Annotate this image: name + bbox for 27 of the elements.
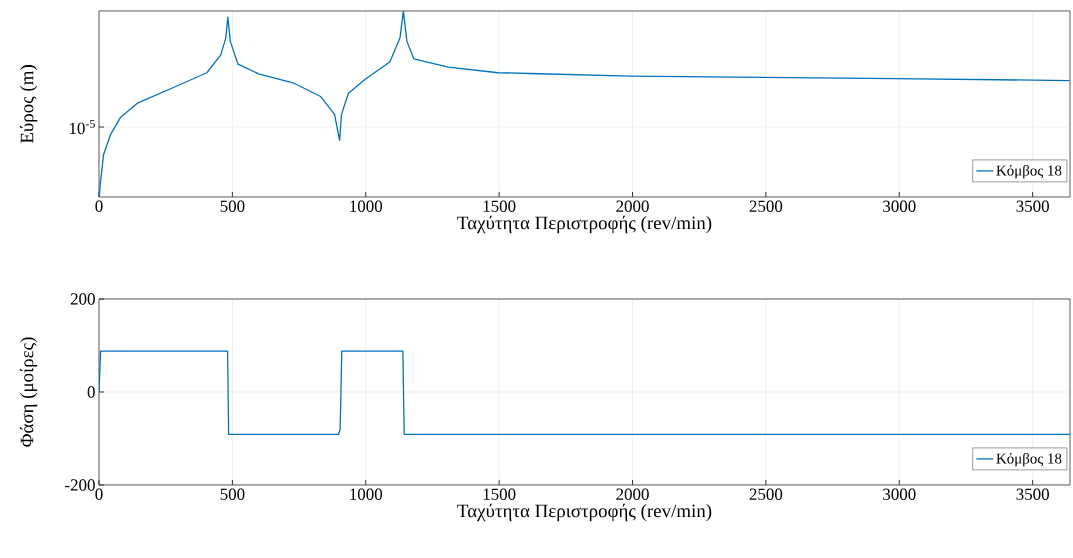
x-tick-label: 500 bbox=[220, 200, 245, 212]
x-tick-label: 2500 bbox=[749, 200, 783, 212]
legend-label: Κόμβος 18 bbox=[996, 452, 1062, 467]
x-tick-label: 1500 bbox=[483, 488, 516, 500]
x-tick-label: 3500 bbox=[1016, 488, 1049, 500]
x-axis-title: Ταχύτητα Περιστροφής (rev/min) bbox=[457, 215, 712, 234]
x-axis-title: Ταχύτητα Περιστροφής (rev/min) bbox=[457, 503, 712, 522]
y-tick-label: 200 bbox=[70, 293, 95, 305]
x-tick-label: 0 bbox=[95, 200, 103, 212]
x-tick-label: 1000 bbox=[350, 488, 383, 500]
x-tick-label: 1500 bbox=[483, 200, 516, 212]
text: 10$^{-5}$ bbox=[69, 119, 95, 135]
x-tick-label: 1000 bbox=[350, 200, 383, 212]
x-tick-label: 2500 bbox=[749, 488, 783, 500]
x-tick-label: 3000 bbox=[883, 200, 916, 212]
x-tick-label: 2000 bbox=[616, 488, 649, 500]
x-tick-label: 2000 bbox=[616, 200, 649, 212]
x-tick-label: 3500 bbox=[1016, 200, 1049, 212]
x-tick-label: 0 bbox=[95, 488, 103, 500]
x-tick-label: 500 bbox=[220, 488, 245, 500]
line-series bbox=[99, 350, 1071, 435]
y-tick-label: 0 bbox=[87, 386, 95, 398]
legend-label: Κόμβος 18 bbox=[996, 164, 1062, 179]
y-axis-title: Εύρος (m) bbox=[19, 65, 38, 144]
y-axis-title: Φάση (μοίρες) bbox=[19, 337, 38, 447]
y-tick-label: -200 bbox=[65, 479, 95, 491]
x-tick-label: 3000 bbox=[883, 488, 916, 500]
